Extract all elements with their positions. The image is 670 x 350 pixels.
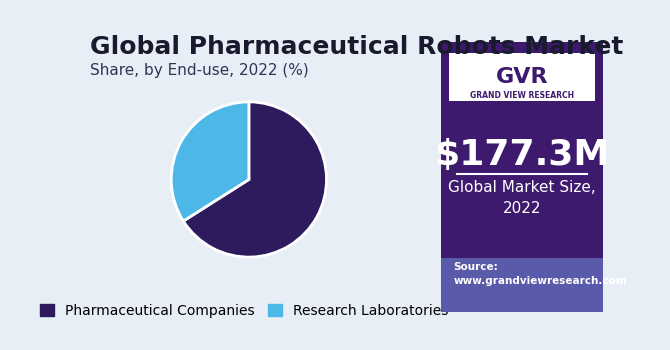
FancyBboxPatch shape — [392, 0, 652, 350]
Text: Global Market Size,
2022: Global Market Size, 2022 — [448, 180, 596, 216]
Text: Share, by End-use, 2022 (%): Share, by End-use, 2022 (%) — [90, 63, 309, 78]
Text: $177.3M: $177.3M — [434, 138, 610, 172]
Text: GRAND VIEW RESEARCH: GRAND VIEW RESEARCH — [470, 91, 574, 100]
FancyBboxPatch shape — [449, 53, 595, 101]
Text: Source:
www.grandviewresearch.com: Source: www.grandviewresearch.com — [454, 262, 628, 286]
FancyBboxPatch shape — [441, 258, 603, 312]
Wedge shape — [184, 102, 326, 257]
Legend: Pharmaceutical Companies, Research Laboratories: Pharmaceutical Companies, Research Labor… — [40, 304, 449, 318]
Text: GVR: GVR — [496, 67, 548, 87]
Text: Global Pharmaceutical Robots Market: Global Pharmaceutical Robots Market — [90, 35, 624, 59]
Wedge shape — [172, 102, 249, 221]
